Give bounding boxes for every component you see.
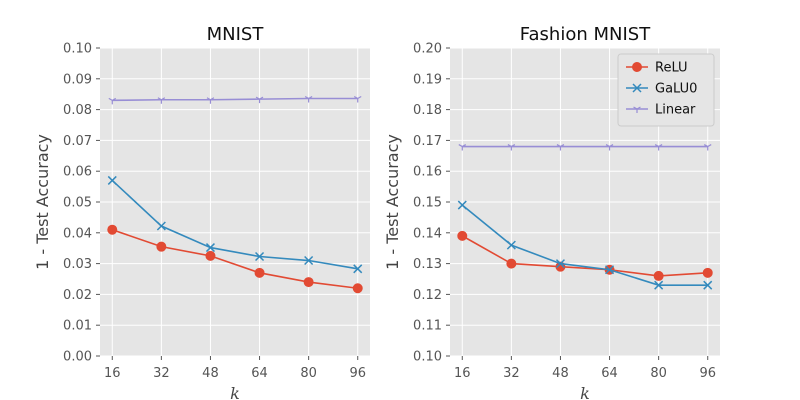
series-line-relu <box>112 228 358 290</box>
data-point-linear <box>605 144 614 151</box>
series-line-relu <box>461 235 708 277</box>
y-tick-label: 0.01 <box>63 319 92 334</box>
legend-box <box>617 53 715 127</box>
data-point-linear <box>108 97 117 105</box>
y-tick-label: 0.20 <box>413 42 442 57</box>
data-point-linear <box>157 97 166 104</box>
data-point-galu0 <box>703 280 713 290</box>
chart-title: Fashion MNIST <box>520 24 651 45</box>
x-tick-label: 32 <box>503 366 520 381</box>
legend-label-linear: Linear <box>655 103 696 118</box>
y-tick-label: 0.10 <box>63 42 92 57</box>
data-point-linear <box>556 144 565 151</box>
data-point-galu0 <box>255 251 265 262</box>
data-point-linear <box>206 97 215 104</box>
series-galu0 <box>107 175 363 274</box>
data-point-linear <box>654 144 663 151</box>
x-tick-label: 16 <box>104 366 121 381</box>
y-tick-label: 0.10 <box>413 350 442 365</box>
data-point-relu <box>205 250 216 261</box>
x-tick-label: 64 <box>251 366 268 381</box>
legend-marker-galu0 <box>632 83 642 93</box>
x-tick-label: 48 <box>202 366 219 381</box>
data-point-linear <box>507 144 516 151</box>
y-tick-label: 0.05 <box>63 196 92 211</box>
y-tick-label: 0.12 <box>413 288 442 303</box>
legend: ReLU GaLU0 Linear <box>617 53 715 127</box>
series-line-galu0 <box>111 179 358 270</box>
legend-label-relu: ReLU <box>655 61 688 76</box>
y-tick-label: 0.15 <box>413 196 442 211</box>
data-point-relu <box>702 267 713 278</box>
chart-panel-2: 0.10 0.11 0.12 0.13 0.14 0.15 0.16 0.17 0.18 0.19… <box>383 24 720 400</box>
data-point-galu0 <box>304 255 314 266</box>
y-tick-label: 0.19 <box>413 72 442 87</box>
y-tick-label: 0.17 <box>413 134 442 149</box>
data-point-galu0 <box>205 243 215 253</box>
data-point-galu0 <box>555 259 565 269</box>
x-tick-label: 64 <box>601 366 618 381</box>
x-tick-label: 48 <box>552 366 569 381</box>
y-tick-label: 0.03 <box>63 257 92 272</box>
data-point-galu0 <box>605 265 615 275</box>
x-tick-label: 96 <box>699 366 716 381</box>
y-tick-label: 0.02 <box>63 288 92 303</box>
data-point-galu0 <box>654 280 664 290</box>
data-point-linear <box>703 144 712 151</box>
series-linear <box>108 95 362 105</box>
data-point-relu <box>107 224 118 235</box>
y-tick-label: 0.11 <box>413 319 442 334</box>
data-point-linear <box>304 95 313 103</box>
data-point-galu0 <box>353 264 363 274</box>
data-point-relu <box>254 267 265 278</box>
data-point-galu0 <box>457 200 467 210</box>
legend-marker-linear <box>633 106 641 113</box>
series-linear <box>458 144 712 151</box>
x-tick-label: 80 <box>650 366 667 381</box>
x-axis-label: k <box>580 384 590 400</box>
series-line-galu0 <box>461 204 708 286</box>
x-tick-label: 96 <box>349 366 366 381</box>
x-axis-label: k <box>230 384 240 400</box>
chart-title: MNIST <box>207 24 265 45</box>
y-tick-label: 0.09 <box>63 72 92 87</box>
y-tick-label: 0.16 <box>413 165 442 180</box>
data-point-linear <box>458 144 467 151</box>
data-point-galu0 <box>156 221 166 231</box>
legend-marker-relu <box>632 62 642 72</box>
data-point-relu <box>156 241 167 252</box>
y-axis-label: 1 - Test Accuracy <box>383 134 402 270</box>
y-tick-label: 0.13 <box>413 257 442 272</box>
data-point-relu <box>457 230 468 241</box>
y-tick-label: 0.08 <box>63 103 92 118</box>
series-relu <box>107 224 363 294</box>
y-tick-label: 0.07 <box>63 134 92 149</box>
data-point-linear <box>353 95 362 103</box>
y-axis-label: 1 - Test Accuracy <box>33 134 52 270</box>
data-point-linear <box>255 96 264 104</box>
data-point-galu0 <box>506 240 516 250</box>
y-tick-label: 0.00 <box>63 350 92 365</box>
x-tick-label: 80 <box>300 366 317 381</box>
data-point-relu <box>303 277 314 288</box>
series-galu0 <box>457 200 713 290</box>
series-relu <box>457 230 713 281</box>
chart-panel-1: 0.00 0.01 0.02 0.03 0.04 0.05 0.06 0.07 0.08 0.09… <box>33 24 370 400</box>
x-tick-label: 32 <box>153 366 170 381</box>
data-point-relu <box>352 283 363 294</box>
y-tick-label: 0.14 <box>413 226 442 241</box>
data-point-relu <box>653 270 664 281</box>
legend-label-galu0: GaLU0 <box>655 82 697 97</box>
series-line-linear <box>112 97 358 102</box>
y-tick-label: 0.18 <box>413 103 442 118</box>
y-tick-label: 0.06 <box>63 165 92 180</box>
data-point-relu <box>506 258 517 269</box>
data-point-galu0 <box>107 175 117 185</box>
x-tick-label: 16 <box>454 366 471 381</box>
y-tick-label: 0.04 <box>63 226 92 241</box>
